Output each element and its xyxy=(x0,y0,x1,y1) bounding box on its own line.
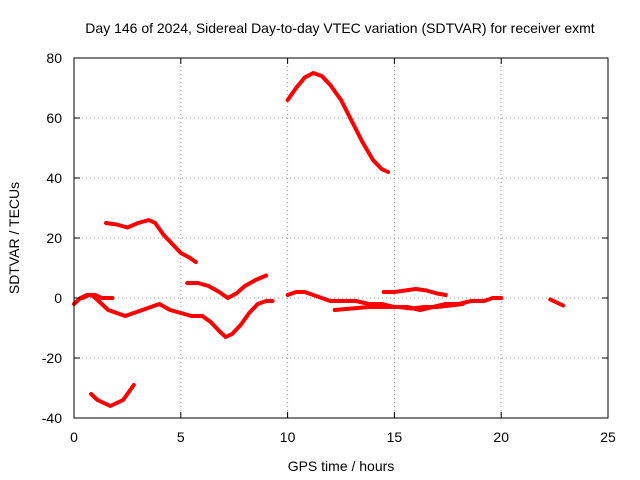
y-tick-label: -40 xyxy=(42,410,62,426)
y-tick-label: 40 xyxy=(46,170,62,186)
y-tick-label: 20 xyxy=(46,230,62,246)
x-tick-label: 0 xyxy=(70,429,78,445)
x-tick-label: 25 xyxy=(600,429,616,445)
y-tick-label: -20 xyxy=(42,350,62,366)
series-arc-10 xyxy=(548,297,566,308)
grid xyxy=(74,58,608,418)
y-tick-label: 60 xyxy=(46,110,62,126)
series-arc-5 xyxy=(185,273,269,300)
x-tick-label: 15 xyxy=(387,429,403,445)
series-arc-9 xyxy=(381,287,448,297)
x-tick-label: 5 xyxy=(177,429,185,445)
series-arc-8 xyxy=(332,302,465,312)
x-tick-label: 10 xyxy=(280,429,296,445)
y-tick-label: 80 xyxy=(46,50,62,66)
series-arc-3 xyxy=(89,383,136,408)
series-arc-6 xyxy=(285,71,390,174)
axis-ticks: 0 5 10 15 20 25 -40 -20 0 20 40 60 80 xyxy=(42,50,616,445)
chart-title: Day 146 of 2024, Sidereal Day-to-day VTE… xyxy=(85,20,594,36)
data-series xyxy=(72,71,566,408)
x-axis-label: GPS time / hours xyxy=(288,458,395,474)
series-arc-2 xyxy=(80,293,115,300)
series-arc-4 xyxy=(104,218,198,264)
x-tick-label: 20 xyxy=(493,429,509,445)
series-arc-1 xyxy=(72,293,275,339)
y-axis-label: SDTVAR / TECUs xyxy=(6,182,22,294)
y-tick-label: 0 xyxy=(54,290,62,306)
